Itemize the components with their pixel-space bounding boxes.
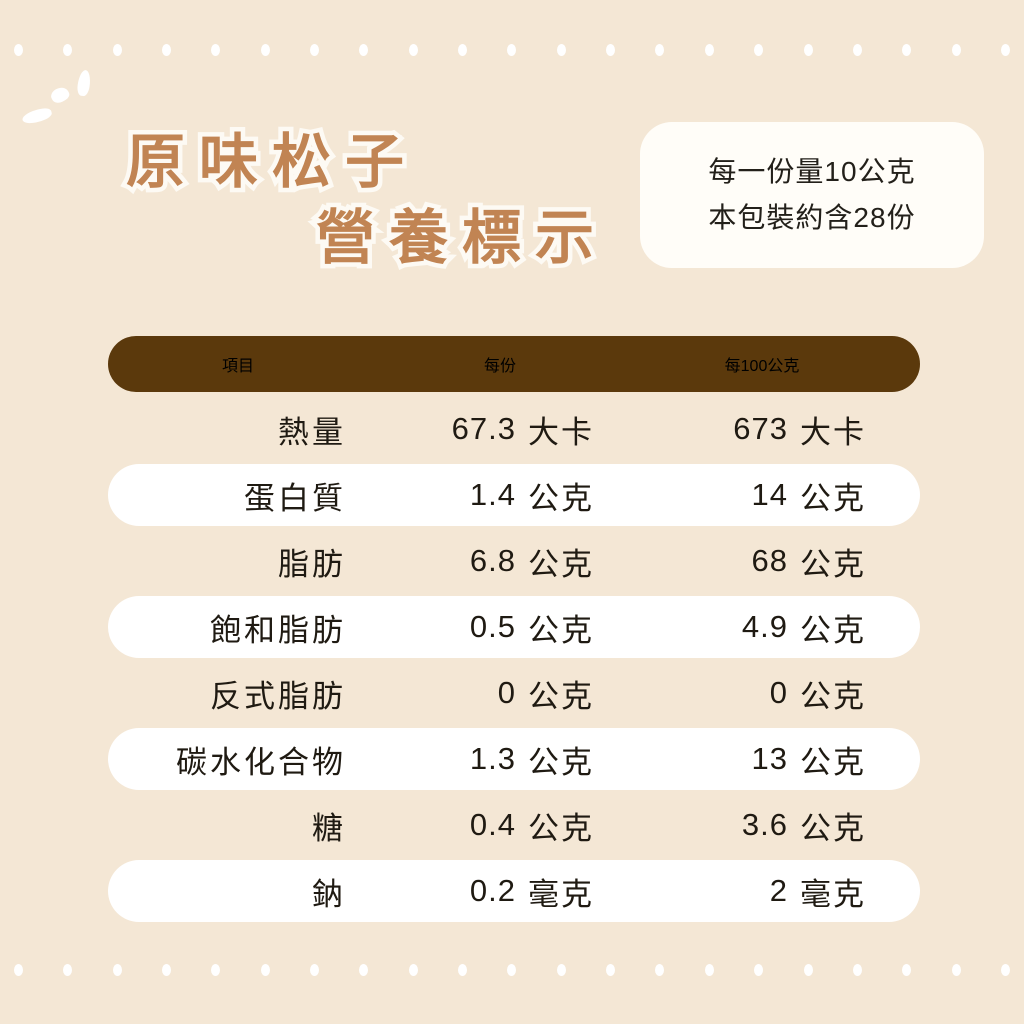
table-row: 反式脂肪 0 公克 0 公克 [0,660,1024,726]
row-highlight-background [108,464,920,526]
row-per-100g-unit: 大卡 [800,414,866,450]
title-line-nutrition-label: 營養標示 [311,201,608,276]
decorative-dot [310,964,320,976]
nutrition-table: 項目 每份 每100公克 熱量 67.3 大卡 673 大卡 蛋白質 1.4 公克 14 公克 脂肪… [0,336,1024,924]
row-per-serving-value: 0 [497,675,516,710]
column-header-per-serving: 每份 [483,358,516,375]
decorative-dot [162,964,172,976]
row-item-label: 蛋白質 [244,480,346,516]
row-per-100g-unit: 公克 [800,810,866,846]
table-header-row: 項目 每份 每100公克 [0,336,1024,392]
row-per-100g-value: 4.9 [741,609,788,644]
header-area: 原味松子 營養標示 每一份量10公克 本包裝約含28份 [0,0,1024,320]
row-per-serving-unit: 公克 [528,810,594,846]
serving-size-text: 每一份量10公克 [708,156,916,187]
table-header-background [108,336,920,392]
row-item-label: 熱量 [278,414,346,450]
title-line-product-name: 原味松子 [122,125,419,200]
row-highlight-background [108,860,920,922]
table-row: 脂肪 6.8 公克 68 公克 [0,528,1024,594]
page-title: 原味松子 營養標示 [118,124,618,276]
row-highlight-background [108,728,920,790]
row-per-serving-value: 6.8 [469,543,516,578]
row-per-100g-unit: 公克 [800,612,866,648]
table-row: 飽和脂肪 0.5 公克 4.9 公克 [0,594,1024,660]
serving-info-box: 每一份量10公克 本包裝約含28份 [640,122,984,268]
row-item-label: 反式脂肪 [210,678,346,714]
row-per-100g-unit: 公克 [800,678,866,714]
decorative-dot [260,964,270,976]
row-highlight-background [108,596,920,658]
decorative-dot [14,964,23,976]
row-per-serving-unit: 公克 [528,546,594,582]
table-row: 糖 0.4 公克 3.6 公克 [0,792,1024,858]
decorative-dot [63,964,73,976]
decorative-dot [951,964,961,976]
row-item-label: 碳水化合物 [176,744,346,780]
row-per-serving-value: 0.4 [469,807,516,842]
decorative-dot [112,964,122,976]
row-per-serving-unit: 公克 [528,678,594,714]
decorative-dot [556,964,566,976]
decorative-dot [803,964,813,976]
row-item-label: 鈉 [312,876,346,912]
row-per-100g-unit: 毫克 [800,876,866,912]
decorative-dot [754,964,764,976]
row-per-100g-unit: 公克 [800,480,866,516]
row-per-100g-value: 13 [751,741,788,776]
row-per-100g-value: 68 [751,543,788,578]
row-item-label: 糖 [312,810,346,846]
row-per-serving-value: 0.2 [469,873,516,908]
decorative-dot [1000,964,1010,976]
row-per-100g-value: 3.6 [741,807,788,842]
row-per-serving-unit: 毫克 [528,876,594,912]
column-header-per-100g: 每100公克 [724,358,800,375]
row-per-100g-value: 2 [769,873,788,908]
row-per-serving-unit: 大卡 [528,414,594,450]
row-per-serving-value: 0.5 [469,609,516,644]
decorative-dot-row-bottom [0,962,1024,978]
row-per-serving-value: 1.3 [469,741,516,776]
row-per-100g-value: 0 [769,675,788,710]
row-per-100g-value: 14 [751,477,788,512]
row-per-100g-unit: 公克 [800,744,866,780]
column-header-item: 項目 [221,358,254,375]
row-item-label: 脂肪 [278,546,346,582]
row-item-label: 飽和脂肪 [210,612,346,648]
decorative-dot [408,964,418,976]
decorative-dot [507,964,517,976]
servings-per-package-text: 本包裝約含28份 [708,202,916,233]
row-per-serving-value: 67.3 [451,411,516,446]
row-per-serving-unit: 公克 [528,744,594,780]
decorative-dot [655,964,665,976]
decorative-dot [359,964,369,976]
decorative-dot [211,964,221,976]
table-row: 鈉 0.2 毫克 2 毫克 [0,858,1024,924]
table-row: 碳水化合物 1.3 公克 13 公克 [0,726,1024,792]
decorative-dot [902,964,912,976]
decorative-dot [852,964,862,976]
table-row: 熱量 67.3 大卡 673 大卡 [0,396,1024,462]
row-per-serving-value: 1.4 [469,477,516,512]
row-per-100g-value: 673 [733,411,788,446]
row-per-serving-unit: 公克 [528,480,594,516]
decorative-dot [458,964,468,976]
row-per-serving-unit: 公克 [528,612,594,648]
decorative-dot [704,964,714,976]
decorative-dot [606,964,616,976]
row-per-100g-unit: 公克 [800,546,866,582]
table-row: 蛋白質 1.4 公克 14 公克 [0,462,1024,528]
